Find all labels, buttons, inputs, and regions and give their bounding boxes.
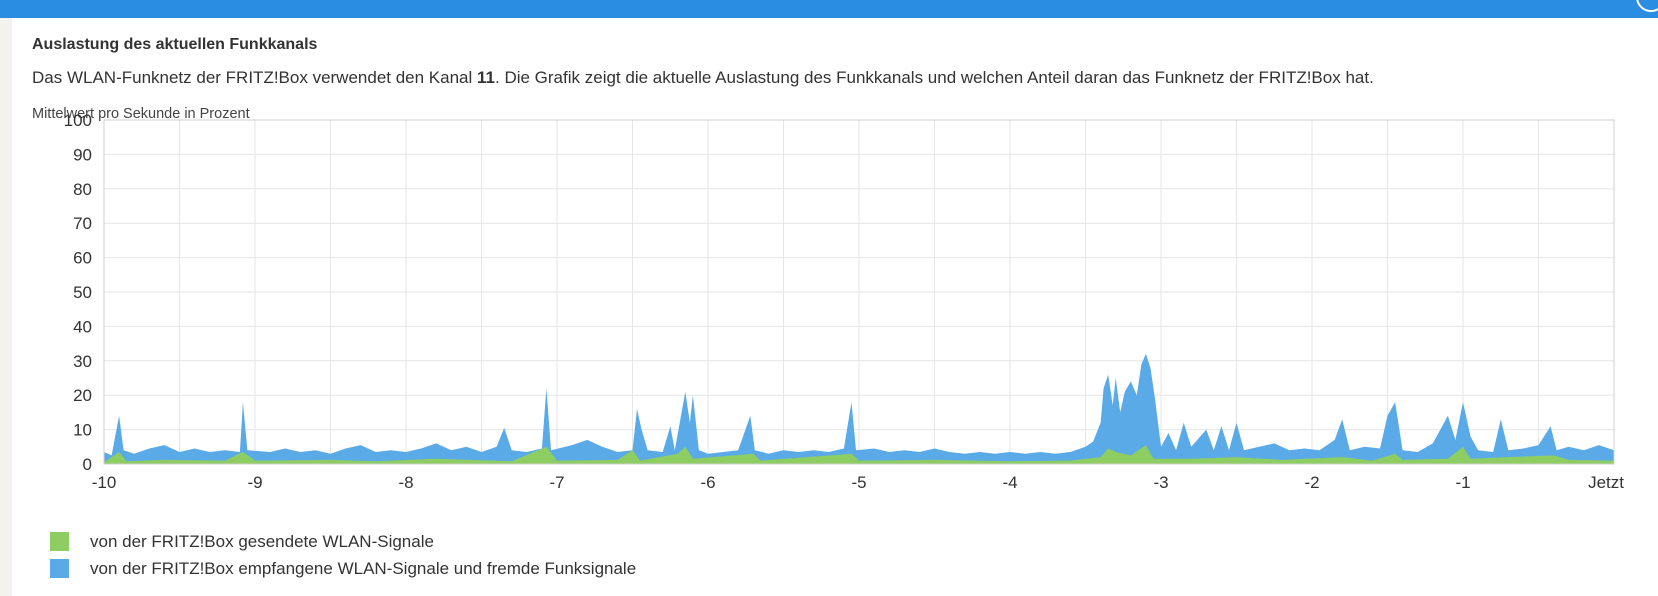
y-tick-label: 90: [73, 145, 92, 164]
x-tick-label: -5: [851, 473, 866, 492]
y-tick-label: 30: [73, 352, 92, 371]
content-panel: Auslastung des aktuellen Funkkanals Das …: [12, 18, 1658, 596]
y-tick-label: 100: [64, 111, 92, 130]
x-tick-label: -2: [1304, 473, 1319, 492]
x-tick-label: -10: [92, 473, 117, 492]
x-tick-label: -1: [1455, 473, 1470, 492]
x-tick-label: -8: [398, 473, 413, 492]
section-title: Auslastung des aktuellen Funkkanals: [32, 36, 318, 53]
legend-label-received: von der FRITZ!Box empfangene WLAN-Signal…: [90, 559, 637, 578]
y-tick-label: 0: [83, 455, 92, 474]
x-tick-label: Jetzt: [1588, 473, 1624, 492]
x-tick-label: -7: [549, 473, 564, 492]
y-tick-label: 40: [73, 317, 92, 336]
channel-description: Das WLAN-Funknetz der FRITZ!Box verwende…: [32, 68, 1374, 88]
x-tick-label: -9: [247, 473, 262, 492]
description-text-after: . Die Grafik zeigt die aktuelle Auslastu…: [495, 68, 1374, 87]
y-tick-label: 60: [73, 249, 92, 268]
x-tick-label: -4: [1002, 473, 1017, 492]
channel-number: 11: [477, 68, 495, 87]
y-tick-label: 80: [73, 180, 92, 199]
legend-swatch-received: [50, 559, 69, 578]
area-series-received: [104, 353, 1614, 464]
y-tick-label: 10: [73, 421, 92, 440]
y-tick-label: 20: [73, 386, 92, 405]
dialog-header-bar: [0, 0, 1658, 18]
legend-label-sent: von der FRITZ!Box gesendete WLAN-Signale: [90, 532, 434, 551]
description-text-before: Das WLAN-Funknetz der FRITZ!Box verwende…: [32, 68, 478, 87]
plot-border: [103, 119, 1615, 465]
x-tick-label: -6: [700, 473, 715, 492]
unit-label: Mittelwert pro Sekunde in Prozent: [32, 106, 250, 122]
legend-swatch-sent: [50, 532, 69, 551]
y-tick-label: 70: [73, 214, 92, 233]
area-series-sent: [104, 445, 1614, 464]
x-tick-label: -3: [1153, 473, 1168, 492]
y-tick-label: 50: [73, 283, 92, 302]
